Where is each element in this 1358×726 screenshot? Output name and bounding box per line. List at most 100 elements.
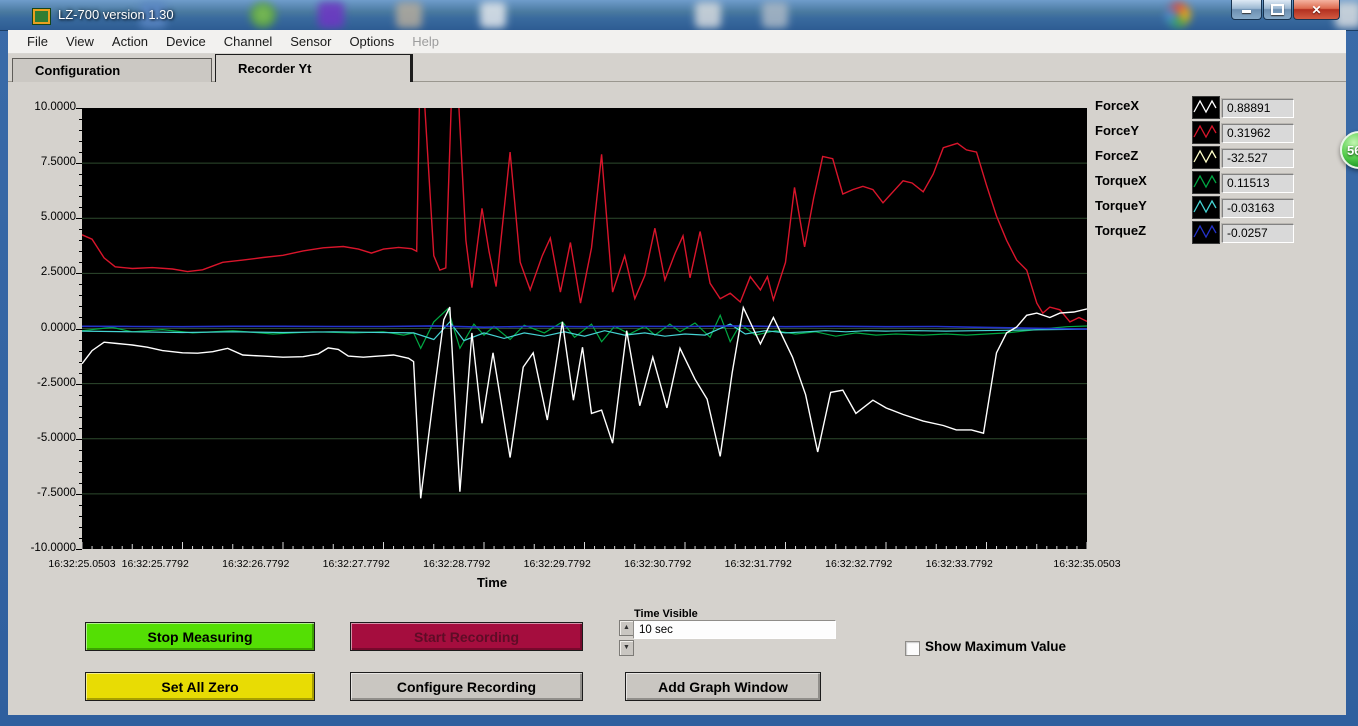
app-icon xyxy=(32,8,51,25)
legend-row-ForceY: ForceY 0.31962 xyxy=(1095,121,1305,144)
y-tick-mark xyxy=(79,504,82,506)
tab-recorder-yt[interactable]: Recorder Yt xyxy=(215,54,413,82)
menu-channel[interactable]: Channel xyxy=(223,34,273,49)
y-tick-mark xyxy=(79,152,82,154)
desktop-icon-blur xyxy=(140,2,166,28)
x-tick-label: 16:32:32.7792 xyxy=(825,558,893,570)
tab-strip-divider xyxy=(8,81,1346,82)
y-tick-label: -10.0000 xyxy=(30,542,76,554)
y-tick-mark xyxy=(79,284,82,286)
menu-options[interactable]: Options xyxy=(349,34,395,49)
show-maximum-value-label: Show Maximum Value xyxy=(925,639,1067,654)
menu-device[interactable]: Device xyxy=(166,34,206,49)
y-tick-mark xyxy=(79,174,82,176)
legend-row-TorqueX: TorqueX 0.11513 xyxy=(1095,171,1305,194)
legend-line-sample-TorqueY[interactable] xyxy=(1192,196,1220,219)
y-tick-label: 2.5000 xyxy=(40,266,76,279)
y-tick-label: -5.0000 xyxy=(36,431,76,444)
menu-action[interactable]: Action xyxy=(111,34,149,49)
desktop-icon-blur xyxy=(318,2,344,28)
y-tick-mark xyxy=(79,196,82,198)
window-title: LZ-700 version 1.30 xyxy=(58,7,174,22)
menu-view[interactable]: View xyxy=(65,34,94,49)
configure-recording-button[interactable]: Configure Recording xyxy=(350,672,583,701)
y-tick-mark xyxy=(76,493,82,495)
add-graph-window-button[interactable]: Add Graph Window xyxy=(625,672,821,701)
desktop-icon-blur xyxy=(1165,2,1191,28)
desktop-icon-blur xyxy=(250,2,276,28)
x-tick-label: 16:32:26.7792 xyxy=(222,558,290,570)
window-controls: ✕ xyxy=(1230,0,1340,20)
y-tick-mark xyxy=(76,163,82,165)
menu-bar: File View Action Device Channel Sensor Options… xyxy=(8,30,1346,54)
legend-label-ForceY: ForceY xyxy=(1095,123,1140,138)
y-tick-mark xyxy=(76,549,82,550)
y-tick-mark xyxy=(79,372,82,374)
x-tick-label: 16:32:27.7792 xyxy=(322,558,390,570)
legend-value-TorqueX: 0.11513 xyxy=(1222,174,1294,193)
time-visible-increment-button[interactable]: ▲ xyxy=(619,620,634,636)
title-bar[interactable]: LZ-700 version 1.30 ✕ xyxy=(0,0,1358,31)
y-tick-mark xyxy=(79,262,82,264)
desktop-icon-blur xyxy=(1335,2,1358,28)
x-tick-label: 16:32:31.7792 xyxy=(724,558,792,570)
y-tick-mark xyxy=(79,141,82,143)
y-tick-mark xyxy=(76,108,82,109)
legend-line-sample-TorqueX[interactable] xyxy=(1192,171,1220,194)
y-tick-mark xyxy=(76,328,82,330)
series-ForceY xyxy=(82,108,1087,323)
legend-label-ForceX: ForceX xyxy=(1095,98,1140,113)
legend-line-sample-ForceX[interactable] xyxy=(1192,96,1220,119)
time-visible-input[interactable] xyxy=(633,620,836,639)
show-maximum-value-checkbox[interactable] xyxy=(905,641,920,656)
y-tick-mark xyxy=(79,416,82,418)
y-tick-mark xyxy=(79,119,82,121)
menu-sensor[interactable]: Sensor xyxy=(290,34,332,49)
y-tick-mark xyxy=(79,185,82,187)
desktop-icon-blur xyxy=(695,2,721,28)
series-TorqueZ xyxy=(82,325,1087,330)
maximize-button[interactable] xyxy=(1263,0,1292,20)
desktop-icon-blur xyxy=(480,2,506,28)
minimize-button[interactable] xyxy=(1231,0,1262,20)
legend-label-ForceZ: ForceZ xyxy=(1095,148,1139,163)
y-tick-mark xyxy=(79,460,82,462)
y-tick-mark xyxy=(76,273,82,275)
legend-line-sample-ForceY[interactable] xyxy=(1192,121,1220,144)
y-tick-mark xyxy=(79,405,82,407)
x-tick-label: 16:32:28.7792 xyxy=(423,558,491,570)
client-area: File View Action Device Channel Sensor Options… xyxy=(8,30,1346,715)
y-tick-mark xyxy=(79,295,82,297)
series-ForceX xyxy=(82,305,1087,499)
menu-file[interactable]: File xyxy=(27,34,48,49)
y-tick-mark xyxy=(79,306,82,308)
y-tick-mark xyxy=(79,427,82,429)
y-tick-label: -7.5000 xyxy=(36,486,76,499)
y-tick-mark xyxy=(79,471,82,473)
legend-value-TorqueZ: -0.0257 xyxy=(1222,224,1294,243)
series-TorqueY xyxy=(82,320,1087,342)
minimize-icon xyxy=(1242,10,1251,13)
y-tick-mark xyxy=(79,515,82,517)
y-tick-mark xyxy=(79,130,82,132)
y-tick-mark xyxy=(79,339,82,341)
stop-measuring-button[interactable]: Stop Measuring xyxy=(85,622,315,651)
chart-plot-area[interactable] xyxy=(82,108,1087,549)
x-tick-label: 16:32:35.0503 xyxy=(1053,558,1121,570)
y-tick-mark xyxy=(79,350,82,352)
legend-line-sample-TorqueZ[interactable] xyxy=(1192,221,1220,244)
close-button[interactable]: ✕ xyxy=(1293,0,1340,20)
legend-label-TorqueY: TorqueY xyxy=(1095,198,1147,213)
y-tick-mark xyxy=(79,537,82,539)
legend-line-sample-ForceZ[interactable] xyxy=(1192,146,1220,169)
y-tick-label: 0.0000 xyxy=(40,321,76,334)
start-recording-button[interactable]: Start Recording xyxy=(350,622,583,651)
y-tick-mark xyxy=(76,218,82,220)
y-tick-mark xyxy=(79,482,82,484)
y-tick-mark xyxy=(76,438,82,440)
tab-configuration[interactable]: Configuration xyxy=(12,58,212,82)
y-tick-label: 5.0000 xyxy=(40,211,76,224)
time-visible-decrement-button[interactable]: ▼ xyxy=(619,640,634,656)
set-all-zero-button[interactable]: Set All Zero xyxy=(85,672,315,701)
